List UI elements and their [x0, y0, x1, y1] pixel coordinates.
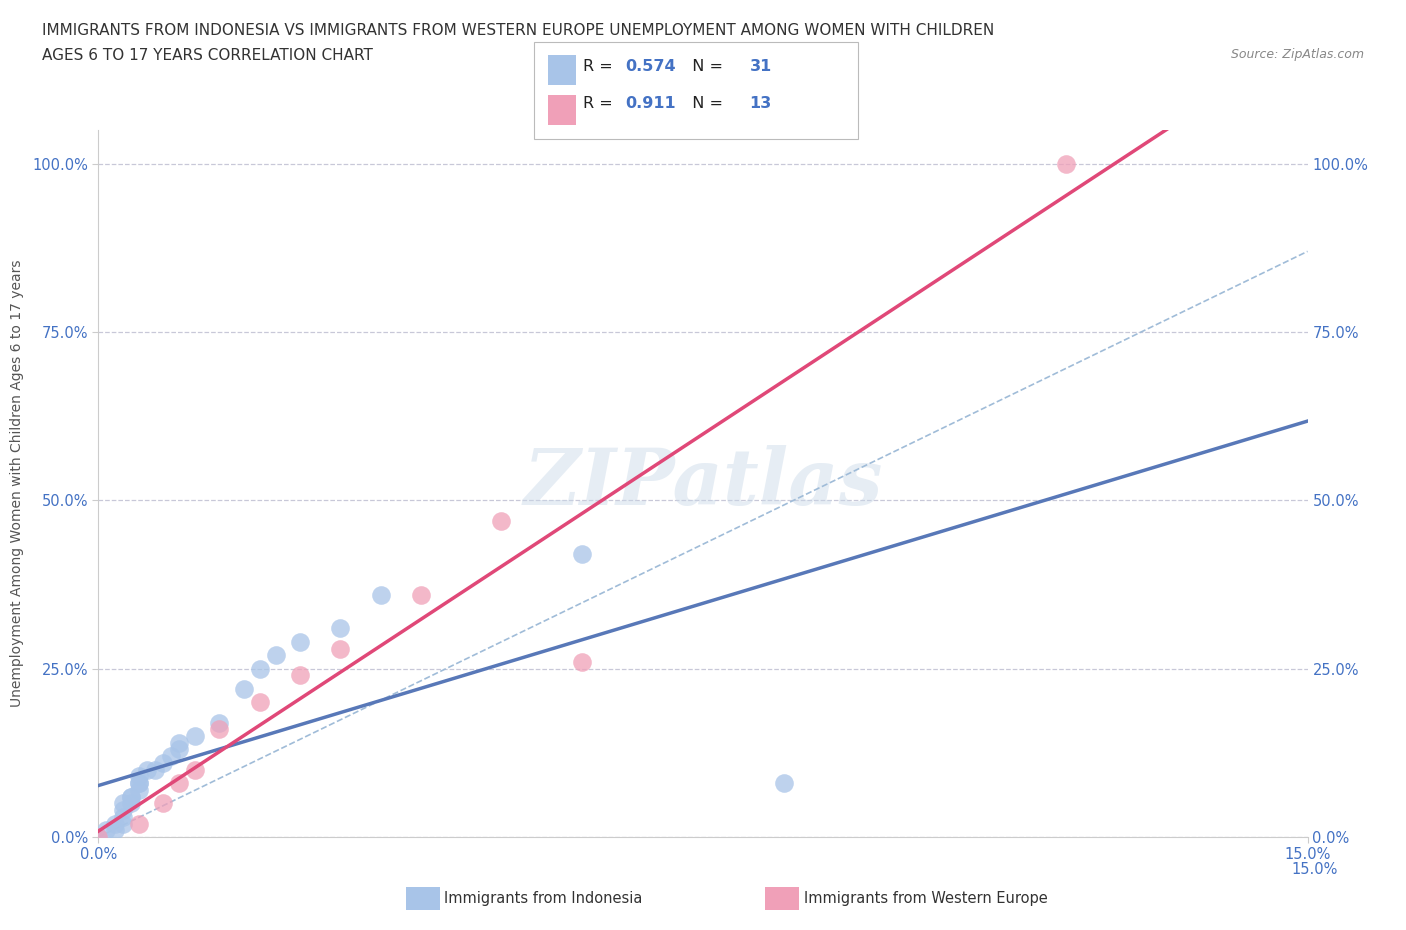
- Point: [103, 817, 125, 831]
- Point: [409, 587, 432, 602]
- Point: [135, 763, 157, 777]
- Point: [152, 755, 174, 770]
- Point: [264, 648, 287, 663]
- Text: N =: N =: [682, 96, 728, 111]
- Point: [167, 742, 190, 757]
- Point: [329, 621, 352, 636]
- Text: Immigrants from Indonesia: Immigrants from Indonesia: [444, 891, 643, 906]
- Text: Immigrants from Western Europe: Immigrants from Western Europe: [804, 891, 1047, 906]
- Point: [111, 796, 134, 811]
- Y-axis label: Unemployment Among Women with Children Ages 6 to 17 years: Unemployment Among Women with Children A…: [10, 259, 24, 708]
- Point: [491, 513, 513, 528]
- Text: IMMIGRANTS FROM INDONESIA VS IMMIGRANTS FROM WESTERN EUROPE UNEMPLOYMENT AMONG W: IMMIGRANTS FROM INDONESIA VS IMMIGRANTS …: [42, 23, 994, 38]
- Point: [167, 776, 190, 790]
- Point: [184, 763, 207, 777]
- Text: 15.0%: 15.0%: [1292, 862, 1337, 877]
- Point: [160, 749, 183, 764]
- Point: [128, 776, 150, 790]
- Point: [143, 763, 166, 777]
- Point: [208, 715, 231, 730]
- Point: [128, 769, 150, 784]
- Point: [87, 830, 110, 844]
- Point: [128, 776, 150, 790]
- Point: [571, 547, 593, 562]
- Point: [120, 796, 142, 811]
- Point: [288, 634, 311, 649]
- Point: [111, 803, 134, 817]
- Point: [1054, 156, 1077, 171]
- Point: [208, 722, 231, 737]
- Text: R =: R =: [583, 59, 619, 73]
- Point: [571, 655, 593, 670]
- Point: [184, 728, 207, 743]
- Point: [128, 782, 150, 797]
- Point: [120, 790, 142, 804]
- Point: [87, 830, 110, 844]
- Point: [120, 790, 142, 804]
- Point: [111, 809, 134, 824]
- Point: [370, 587, 392, 602]
- Point: [103, 823, 125, 838]
- Point: [249, 695, 271, 710]
- Point: [96, 823, 118, 838]
- Point: [249, 661, 271, 676]
- Text: 0.574: 0.574: [626, 59, 676, 73]
- Text: 0.911: 0.911: [626, 96, 676, 111]
- Text: ZIPatlas: ZIPatlas: [523, 445, 883, 522]
- Text: Source: ZipAtlas.com: Source: ZipAtlas.com: [1230, 48, 1364, 61]
- Text: AGES 6 TO 17 YEARS CORRELATION CHART: AGES 6 TO 17 YEARS CORRELATION CHART: [42, 48, 373, 63]
- Point: [152, 796, 174, 811]
- Point: [111, 817, 134, 831]
- Point: [772, 776, 794, 790]
- Point: [167, 736, 190, 751]
- Point: [232, 682, 254, 697]
- Text: 13: 13: [749, 96, 772, 111]
- Text: R =: R =: [583, 96, 619, 111]
- Point: [288, 668, 311, 683]
- Point: [329, 641, 352, 656]
- Point: [128, 817, 150, 831]
- Text: N =: N =: [682, 59, 728, 73]
- Text: 31: 31: [749, 59, 772, 73]
